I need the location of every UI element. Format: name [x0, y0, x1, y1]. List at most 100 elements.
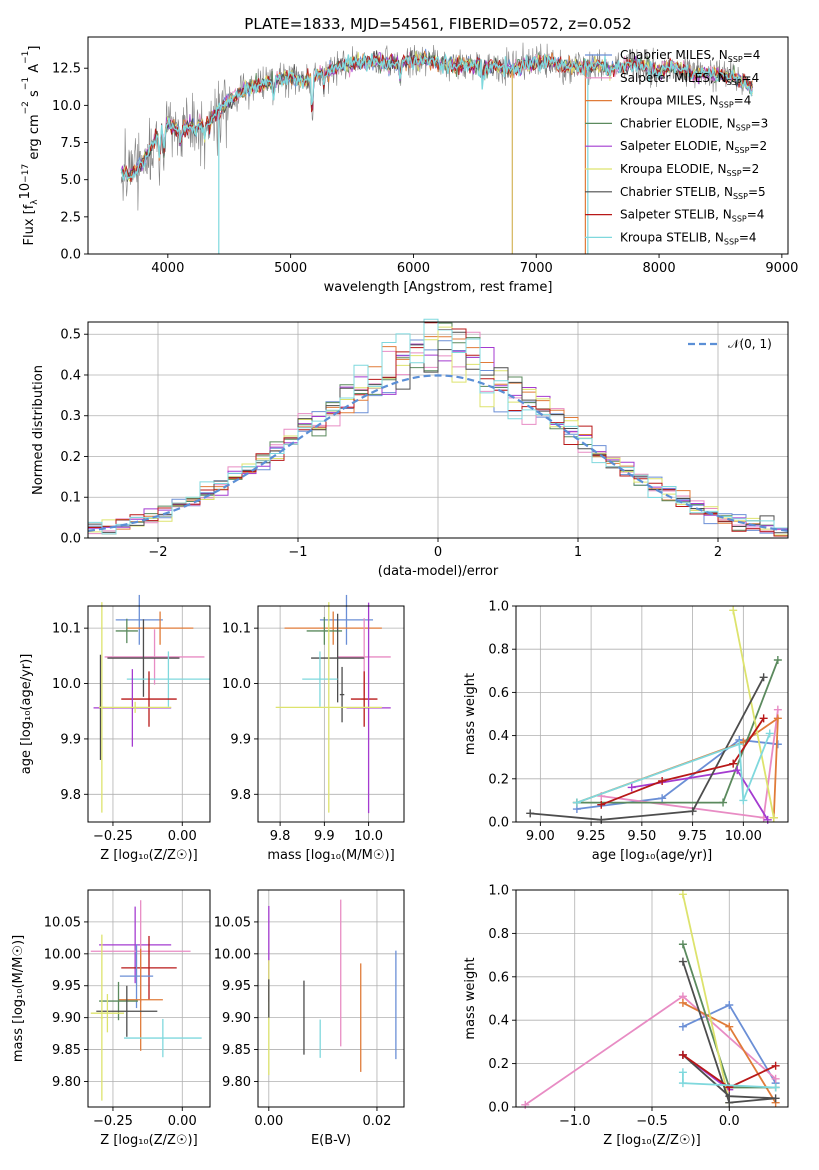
age_vs_Z-x-axis-label: Z [log₁₀(Z/Z☉)]	[100, 848, 197, 863]
x-tick-label: 9.9	[314, 829, 335, 844]
y-tick-label: 9.80	[222, 1075, 251, 1090]
mass-weight-marker	[773, 714, 782, 723]
mass-weight-marker	[739, 796, 748, 805]
y-tick-label: 12.5	[52, 62, 81, 77]
x-tick-label: 0.00	[168, 829, 197, 844]
mass-weight-marker	[765, 729, 774, 738]
x-tick-label: −1	[288, 545, 307, 560]
x-tick-label: 9.75	[678, 829, 707, 844]
massweight_vs_age-x-axis-label: age [log₁₀(age/yr)]	[592, 848, 713, 863]
y-tick-label: 1.0	[488, 600, 509, 615]
mass-weight-marker	[597, 800, 606, 809]
y-tick-label: 0.4	[488, 1014, 509, 1029]
mass-weight-line	[530, 676, 765, 821]
model-spectrum-line	[120, 53, 754, 181]
mass-weight-line	[576, 738, 778, 810]
x-tick-label: −0.25	[93, 1114, 133, 1129]
x-tick-label: 8000	[643, 261, 676, 276]
x-tick-label: 9.8	[270, 829, 291, 844]
y-tick-label: 9.9	[230, 732, 251, 747]
mass-weight-marker	[771, 1094, 780, 1103]
y-tick-label: 0.3	[60, 409, 81, 424]
massweight_vs_Z-frame	[515, 889, 789, 1108]
age_vs_Z-axes: −0.25 0.00 9.8 9.9 10.0 10.1	[52, 606, 210, 844]
x-tick-label: 1	[574, 545, 582, 560]
mass-weight-line	[600, 717, 765, 806]
residual-histogram	[88, 318, 788, 535]
massweight_vs_Z-x-axis-label: Z [log₁₀(Z/Z☉)]	[603, 1133, 700, 1148]
y-tick-label: 9.9	[60, 732, 81, 747]
y-tick-label: 1.0	[488, 884, 509, 899]
spectrum-y-axis-label: Flux [fλ10−17 erg cm−2 s−1 A−1]	[18, 46, 42, 246]
mass_vs_EBV-frame	[257, 889, 405, 1108]
mass-weight-marker	[725, 1001, 734, 1010]
mass-weight-marker	[678, 1050, 687, 1059]
mass-weight-marker	[719, 798, 728, 807]
x-tick-label: 0.00	[168, 1114, 197, 1129]
mass-weight-marker	[678, 998, 687, 1007]
y-tick-label: 10.00	[214, 947, 251, 962]
x-tick-label: 10.0	[354, 829, 383, 844]
mass-weight-marker	[729, 606, 738, 615]
y-tick-label: 0.2	[488, 1057, 509, 1072]
x-tick-label: 9.50	[627, 829, 656, 844]
mass-weight-marker	[725, 1092, 734, 1101]
mass-weight-marker	[688, 807, 697, 816]
age_vs_mass-axes: 9.8 9.9 10.0 9.8 9.9 10.0 10.1	[222, 606, 404, 844]
mass-weight-marker	[597, 815, 606, 824]
mass-weight-marker	[759, 714, 768, 723]
y-tick-label: 0.1	[60, 491, 81, 506]
legend-entry: Salpeter MILES, NSSP=4	[620, 71, 759, 87]
y-tick-label: 0.4	[60, 368, 81, 383]
y-tick-label: 0.8	[488, 643, 509, 658]
y-tick-label: 0.2	[60, 450, 81, 465]
x-tick-label: −0.25	[93, 829, 133, 844]
mass-weight-marker	[678, 890, 687, 899]
mass-weight-marker	[771, 1074, 780, 1083]
mass-weight-line	[601, 709, 779, 819]
spectrum-frame	[87, 36, 789, 255]
spectrum-legend: Chabrier MILES, NSSP=4 Salpeter MILES, NS…	[585, 48, 768, 246]
mass-weight-marker	[735, 740, 744, 749]
y-tick-label: 0.0	[488, 1101, 509, 1116]
mass-weight-line	[732, 610, 775, 818]
x-tick-label: −2	[148, 545, 167, 560]
y-tick-label: 0.6	[488, 970, 509, 985]
mass-weight-line	[631, 769, 769, 821]
residual-histogram	[88, 326, 788, 536]
legend-entry: Chabrier MILES, NSSP=4	[620, 48, 760, 64]
mass-weight-marker	[627, 783, 636, 792]
mass-weight-marker	[773, 656, 782, 664]
y-tick-label: 0.0	[488, 816, 509, 831]
y-tick-label: 10.05	[214, 915, 251, 930]
x-tick-label: 7000	[520, 261, 553, 276]
mass_vs_Z-x-axis-label: Z [log₁₀(Z/Z☉)]	[100, 1133, 197, 1148]
y-tick-label: 0.0	[60, 248, 81, 263]
y-tick-label: 7.5	[60, 136, 81, 151]
y-tick-label: 10.00	[44, 947, 81, 962]
y-tick-label: 9.90	[52, 1011, 81, 1026]
mass-weight-marker	[572, 798, 581, 807]
legend-entry: Kroupa STELIB, NSSP=4	[620, 230, 757, 246]
y-tick-label: 0.6	[488, 686, 509, 701]
massweight_vs_age-frame	[515, 605, 789, 823]
x-tick-label: −1.0	[559, 1114, 591, 1129]
mass_vs_Z-axes: −0.25 0.00 9.80 9.85 9.90 9.95 10.00 10.05	[44, 890, 210, 1129]
y-tick-label: 0.4	[488, 729, 509, 744]
y-tick-label: 9.85	[52, 1043, 81, 1058]
y-tick-label: 5.0	[60, 173, 81, 188]
y-tick-label: 10.0	[52, 99, 81, 114]
x-tick-label: −0.5	[636, 1114, 668, 1129]
y-tick-label: 9.8	[230, 788, 251, 803]
x-tick-label: 0.00	[254, 1114, 283, 1129]
y-tick-label: 0.0	[60, 532, 81, 547]
x-tick-label: 10.00	[725, 829, 762, 844]
mass-weight-line	[576, 733, 771, 804]
x-tick-label: 9.25	[577, 829, 606, 844]
age_vs_mass-x-axis-label: mass [log₁₀(M/M☉)]	[267, 848, 394, 863]
mass-weight-line	[682, 894, 731, 1103]
legend-entry: Salpeter STELIB, NSSP=4	[620, 208, 764, 224]
x-tick-label: 9000	[765, 261, 798, 276]
mass-weight-marker	[658, 794, 667, 803]
